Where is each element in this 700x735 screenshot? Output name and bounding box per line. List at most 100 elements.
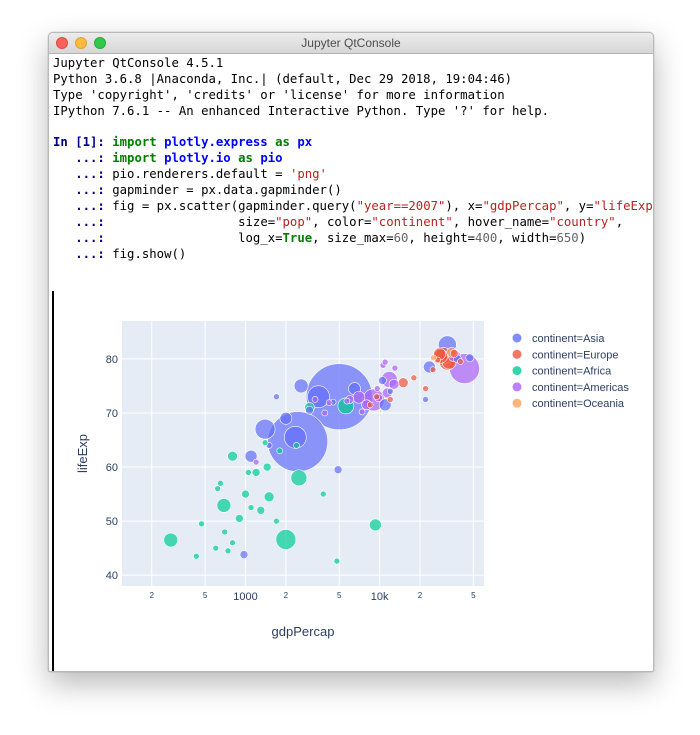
data-point [391, 364, 399, 372]
banner-line: Jupyter QtConsole 4.5.1 [53, 56, 224, 70]
legend-marker [512, 333, 522, 343]
code-line-2: ...: import plotly.io as pio [75, 151, 283, 165]
data-point [214, 485, 221, 492]
code-line-4: ...: gapminder = px.data.gapminder() [75, 183, 342, 197]
data-point [422, 385, 429, 392]
data-point [343, 397, 351, 405]
data-point [251, 468, 261, 477]
data-point [252, 458, 260, 466]
y-tick-label: 80 [106, 354, 118, 366]
data-point [366, 401, 374, 409]
continuation-prompt: ...: [75, 231, 105, 245]
close-window-button[interactable] [56, 37, 68, 49]
data-point [256, 505, 266, 515]
data-point [386, 396, 394, 403]
legend-item: continent=Asia [532, 333, 605, 345]
data-point [311, 396, 319, 403]
data-point [449, 349, 459, 358]
y-tick-label: 50 [106, 516, 118, 528]
data-point [388, 378, 400, 390]
code-line-8: ...: fig.show() [75, 247, 187, 261]
legend-marker [512, 349, 522, 359]
data-point [241, 489, 250, 499]
data-point [273, 517, 280, 525]
data-point [422, 396, 429, 403]
data-point [275, 529, 297, 550]
data-point [198, 520, 205, 528]
x-tick-label: 2 [284, 591, 289, 600]
data-point [229, 539, 236, 547]
data-point [239, 550, 249, 559]
data-point [293, 378, 309, 394]
qtconsole-window: Jupyter QtConsole Jupyter QtConsole 4.5.… [48, 32, 654, 672]
code-line-7: ...: log_x=True, size_max=60, height=400… [75, 231, 587, 245]
data-point [290, 469, 308, 487]
data-point [254, 418, 276, 440]
data-point [321, 409, 329, 417]
zoom-window-button[interactable] [94, 37, 106, 49]
legend-item: continent=Africa [532, 366, 612, 378]
data-point [457, 358, 464, 365]
scatter-chart[interactable]: 40 50 60 70 80 2 5 1000 2 5 10k 2 5 gdpPercap lifeExp c… [55, 309, 651, 669]
title-bar[interactable]: Jupyter QtConsole [49, 33, 653, 54]
data-point [373, 385, 381, 392]
data-point [410, 374, 418, 382]
data-point [276, 447, 284, 455]
data-point [216, 498, 232, 513]
data-point [273, 393, 280, 401]
legend-item: continent=Oceania [532, 398, 625, 410]
legend-marker [512, 398, 522, 408]
legend-item: continent=Europe [532, 349, 619, 361]
data-point [381, 358, 389, 366]
code-line-5: ...: fig = px.scatter(gapminder.query("y… [75, 199, 654, 213]
data-point [235, 514, 244, 523]
data-point [247, 504, 255, 511]
x-tick-label: 5 [337, 591, 342, 600]
data-point [217, 479, 224, 487]
window-title: Jupyter QtConsole [301, 36, 401, 50]
x-tick-label: 2 [418, 591, 423, 600]
data-point [373, 393, 380, 401]
data-point [244, 449, 258, 463]
data-point [262, 462, 272, 472]
legend-marker [512, 366, 522, 376]
data-point [397, 377, 409, 388]
y-tick-label: 70 [106, 408, 118, 420]
output-marker [52, 291, 54, 671]
data-point [245, 469, 252, 476]
x-axis-title: gdpPercap [272, 624, 335, 639]
data-point [279, 412, 293, 425]
continuation-prompt: ...: [75, 167, 105, 181]
data-point [429, 366, 437, 373]
data-point [333, 465, 343, 475]
data-point [358, 408, 366, 416]
data-point [224, 547, 232, 555]
x-tick-label: 5 [471, 591, 476, 600]
input-prompt: In [1]: [53, 135, 105, 149]
data-point [386, 388, 394, 395]
y-tick-label: 40 [106, 570, 118, 582]
x-tick-label: 10k [371, 591, 389, 603]
data-point [325, 399, 333, 406]
data-point [293, 442, 300, 449]
data-point [305, 405, 314, 415]
banner-line: IPython 7.6.1 -- An enhanced Interactive… [53, 104, 550, 118]
console-output[interactable]: Jupyter QtConsole 4.5.1 Python 3.6.8 |An… [49, 54, 653, 671]
data-point [465, 353, 475, 363]
data-point [212, 544, 220, 552]
x-tick-label: 5 [203, 591, 208, 600]
data-point [193, 552, 200, 560]
data-point [378, 376, 387, 385]
data-point [430, 354, 437, 362]
code-text: import plotly.express as px [112, 135, 313, 149]
banner-line: Type 'copyright', 'credits' or 'license'… [53, 88, 505, 102]
continuation-prompt: ...: [75, 183, 105, 197]
y-axis-title: lifeExp [75, 434, 90, 473]
continuation-prompt: ...: [75, 199, 105, 213]
data-point [261, 439, 269, 446]
data-point [227, 450, 238, 462]
data-point [369, 518, 382, 532]
x-tick-label: 2 [150, 591, 155, 600]
data-point [163, 532, 179, 548]
minimize-window-button[interactable] [75, 37, 87, 49]
